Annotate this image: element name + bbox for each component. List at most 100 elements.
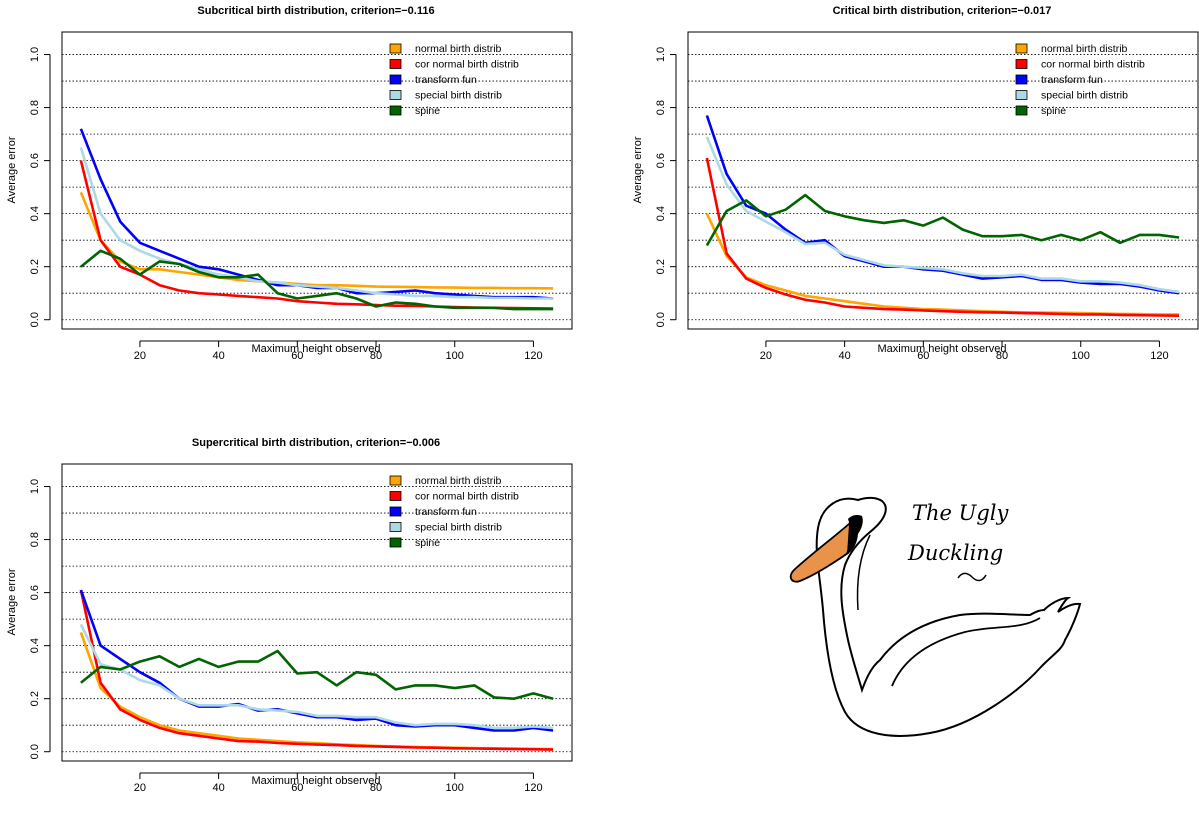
legend-label: spine: [1041, 105, 1066, 117]
y-tick-label: 1.0: [655, 47, 667, 62]
series-line-spine: [80, 649, 554, 700]
y-tick-label: 0.6: [655, 153, 667, 168]
x-tick-label: 20: [760, 350, 772, 362]
swan-eye: [856, 519, 862, 525]
x-tick-label: 40: [838, 350, 850, 362]
y-tick-label: 0.0: [29, 744, 41, 759]
legend-swatch: [1015, 59, 1028, 69]
legend-label: spine: [415, 537, 440, 549]
y-tick-label: 0.4: [29, 638, 41, 653]
swan-mask: [845, 515, 863, 556]
series-line-cor-normal-birth-distrib: [79, 589, 554, 751]
series-line-spine: [705, 193, 1180, 247]
legend-label: special birth distrib: [1041, 90, 1128, 102]
x-tick-label: 80: [370, 350, 382, 362]
x-tick-label: 20: [134, 782, 146, 794]
swan-wing-line: [891, 617, 1041, 687]
legend-label: normal birth distrib: [415, 475, 502, 487]
panel-title: Critical birth distribution, criterion=−…: [833, 5, 1052, 17]
y-tick-label: 0.0: [655, 312, 667, 327]
y-tick-label: 0.4: [655, 206, 667, 221]
doodle-title-line1: The Ugly: [912, 501, 1009, 525]
legend-label: special birth distrib: [415, 522, 502, 534]
x-tick-label: 120: [1150, 350, 1168, 362]
y-tick-label: 0.6: [29, 585, 41, 600]
x-tick-label: 60: [291, 350, 303, 362]
legend-label: cor normal birth distrib: [1041, 59, 1145, 71]
y-axis-title: Average error: [6, 136, 18, 203]
panel-title: Supercritical birth distribution, criter…: [192, 437, 440, 449]
x-tick-label: 100: [446, 782, 464, 794]
series-line-cor-normal-birth-distrib: [705, 157, 1180, 317]
legend-swatch: [1015, 105, 1028, 116]
x-tick-label: 40: [212, 350, 224, 362]
x-axis-title: Maximum height observed: [877, 343, 1006, 355]
legend-label: cor normal birth distrib: [415, 491, 519, 503]
swan-neck-inner-line: [856, 534, 871, 611]
y-tick-label: 0.2: [655, 259, 667, 274]
y-tick-label: 0.8: [29, 100, 41, 115]
legend-label: spine: [415, 105, 440, 117]
series-line-spine: [80, 249, 554, 311]
series-line-normal-birth-distrib: [79, 191, 554, 290]
x-tick-label: 120: [524, 782, 542, 794]
x-tick-label: 60: [291, 782, 303, 794]
legend-swatch: [389, 506, 402, 517]
legend-label: normal birth distrib: [1041, 43, 1128, 55]
legend-swatch: [1015, 74, 1028, 85]
legend-swatch: [1015, 43, 1028, 54]
y-tick-label: 0.8: [29, 532, 41, 547]
panel-title: Subcritical birth distribution, criterio…: [197, 5, 434, 17]
x-axis-title: Maximum height observed: [251, 775, 380, 787]
legend-swatch: [1015, 90, 1028, 100]
x-tick-label: 80: [370, 782, 382, 794]
y-tick-label: 0.6: [29, 153, 41, 168]
series-line-special-birth-distrib: [79, 147, 554, 300]
legend-label: cor normal birth distrib: [415, 59, 519, 71]
y-tick-label: 0.8: [655, 100, 667, 115]
series-line-transform-fun: [705, 115, 1180, 295]
y-axis-title: Average error: [632, 136, 644, 203]
y-tick-label: 1.0: [29, 47, 41, 62]
legend-label: transform fun: [415, 74, 477, 86]
series-line-special-birth-distrib: [705, 136, 1180, 294]
doodle-title-line2: Duckling: [907, 541, 1003, 565]
legend-swatch: [389, 43, 402, 54]
supercritical-chart-panel: Supercritical birth distribution, criter…: [6, 437, 573, 794]
series-line-special-birth-distrib: [79, 623, 554, 730]
legend-swatch: [389, 537, 402, 548]
critical-chart-panel: Critical birth distribution, criterion=−…: [632, 5, 1199, 362]
swan-beak: [789, 520, 852, 583]
x-tick-label: 100: [446, 350, 464, 362]
legend-swatch: [389, 491, 402, 501]
y-tick-label: 0.0: [29, 312, 41, 327]
legend-label: transform fun: [415, 506, 477, 518]
y-axis-title: Average error: [6, 568, 18, 635]
legend-swatch: [389, 59, 402, 69]
y-tick-label: 1.0: [29, 479, 41, 494]
y-tick-label: 0.4: [29, 206, 41, 221]
legend-label: normal birth distrib: [415, 43, 502, 55]
legend-swatch: [389, 90, 402, 100]
x-tick-label: 100: [1072, 350, 1090, 362]
legend-swatch: [389, 522, 402, 532]
tilde-flourish: [957, 572, 987, 582]
y-tick-label: 0.2: [29, 259, 41, 274]
x-tick-label: 40: [212, 782, 224, 794]
y-tick-label: 0.2: [29, 691, 41, 706]
legend-swatch: [389, 105, 402, 116]
x-tick-label: 120: [524, 350, 542, 362]
x-tick-label: 20: [134, 350, 146, 362]
legend-label: special birth distrib: [415, 90, 502, 102]
swan-body-outline: [815, 496, 1082, 737]
x-tick-label: 60: [917, 350, 929, 362]
ugly-duckling-swan-drawing: The Ugly Duckling: [789, 496, 1082, 737]
subcritical-chart-panel: Subcritical birth distribution, criterio…: [6, 5, 573, 362]
legend-label: transform fun: [1041, 74, 1103, 86]
x-tick-label: 80: [996, 350, 1008, 362]
legend-swatch: [389, 74, 402, 85]
legend-swatch: [389, 475, 402, 486]
series-line-transform-fun: [79, 589, 554, 732]
x-axis-title: Maximum height observed: [251, 343, 380, 355]
